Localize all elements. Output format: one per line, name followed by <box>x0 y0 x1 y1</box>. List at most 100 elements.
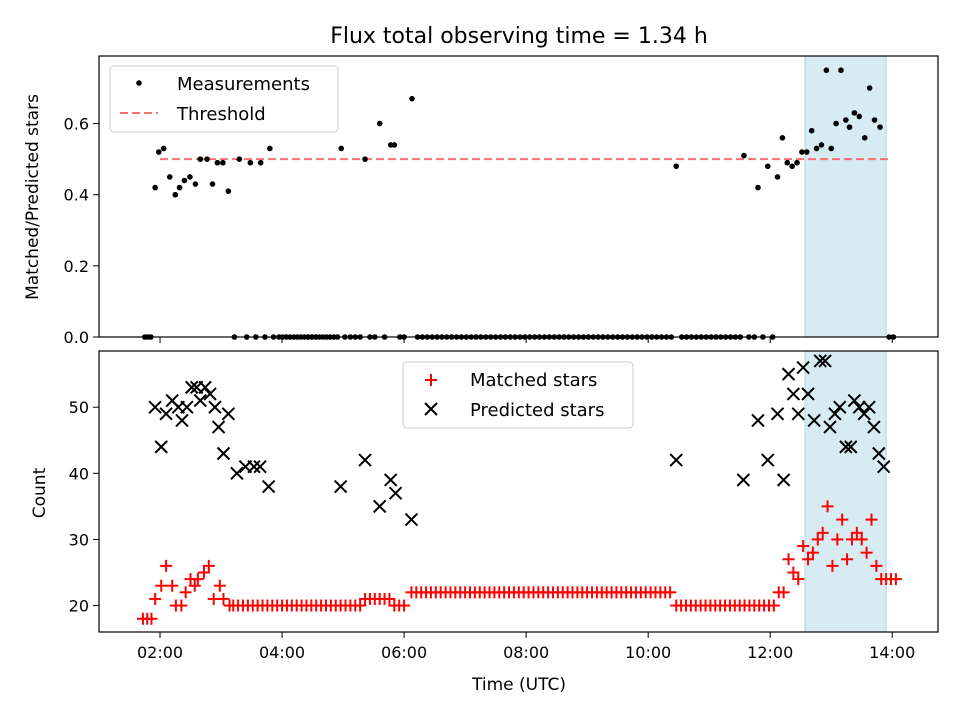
measurement-point <box>160 145 167 152</box>
predicted-point <box>813 354 827 368</box>
predicted-point <box>148 400 162 414</box>
measurement-point <box>774 174 781 180</box>
matched-point <box>811 533 824 546</box>
measurement-point <box>673 163 680 170</box>
measurement-point <box>851 110 858 116</box>
matched-point <box>398 599 411 612</box>
predicted-point <box>253 459 267 474</box>
predicted-point <box>796 360 810 375</box>
measurement-point <box>181 177 188 184</box>
measurement-point <box>838 67 844 74</box>
matched-point <box>816 526 829 539</box>
matched-point <box>179 586 192 599</box>
predicted-point <box>333 479 348 494</box>
matched-point <box>188 579 201 592</box>
x-axis-label: Time (UTC) <box>471 675 566 695</box>
predicted-point <box>185 380 199 395</box>
measurement-point <box>799 149 805 155</box>
predicted-point <box>372 499 387 514</box>
measurement-point <box>818 142 825 148</box>
matched-point <box>860 546 873 559</box>
top-y-axis-label: Matched/Predicted stars <box>23 94 43 300</box>
measurement-point <box>187 174 193 180</box>
legend-measurement-marker <box>136 80 142 86</box>
matched-point <box>850 526 863 539</box>
measurement-point <box>192 181 199 187</box>
x-tick-label: 06:00 <box>381 643 427 662</box>
predicted-point <box>828 407 842 421</box>
matched-point <box>160 559 173 572</box>
measurement-point <box>172 191 179 198</box>
predicted-point <box>383 473 398 487</box>
measurement-point <box>247 159 254 166</box>
measurement-point <box>794 159 800 166</box>
matched-point <box>202 559 215 572</box>
predicted-point <box>736 473 751 487</box>
matched-point <box>175 599 188 612</box>
y-tick-label: 0.6 <box>64 115 89 134</box>
predicted-point <box>867 420 881 434</box>
predicted-point <box>876 459 891 474</box>
predicted-point <box>261 479 276 494</box>
count-panel: 02:00 04:00 06:00 08:00 10:00 12:00 14:00 20 30 4… <box>69 350 939 662</box>
predicted-point <box>781 367 796 381</box>
predicted-point <box>844 440 858 454</box>
predicted-point <box>358 453 372 467</box>
highlight-span <box>804 350 887 633</box>
predicted-point <box>770 407 785 421</box>
matched-point <box>782 553 795 566</box>
measurement-point <box>823 67 830 74</box>
predicted-point <box>193 393 207 408</box>
predicted-point <box>872 446 886 461</box>
measurement-point <box>236 156 243 162</box>
predicted-point <box>847 393 862 408</box>
y-tick-label: 30 <box>69 530 89 549</box>
y-tick-label: 0.4 <box>64 186 89 205</box>
measurement-point <box>267 145 273 152</box>
x-tick-label: 04:00 <box>259 643 305 662</box>
predicted-point <box>247 459 261 474</box>
x-tick-label: 14:00 <box>869 643 915 662</box>
predicted-point <box>208 400 222 414</box>
bottom-legend: Matched stars Predicted stars <box>402 361 634 429</box>
predicted-point <box>154 440 168 454</box>
x-tick-label: 08:00 <box>503 643 549 662</box>
legend-measurements-label: Measurements <box>177 74 310 95</box>
measurement-point <box>204 156 210 162</box>
legend-predicted-marker <box>424 402 438 416</box>
measurement-point <box>166 174 173 180</box>
matched-point <box>664 586 677 599</box>
ratio-panel: 0.0 0.2 0.4 0.6 <box>64 55 939 347</box>
measurement-point <box>152 184 158 191</box>
measurement-point <box>338 145 345 152</box>
predicted-point <box>198 380 212 395</box>
matched-point <box>145 612 158 625</box>
top-axes-frame <box>98 55 939 338</box>
x-tick-label: 02:00 <box>137 643 183 662</box>
measurement-point <box>155 149 162 155</box>
matched-point <box>787 566 800 579</box>
matched-point <box>217 592 230 605</box>
legend-matched-label: Matched stars <box>470 370 597 391</box>
predicted-point <box>791 407 805 421</box>
matched-point <box>889 573 902 586</box>
matched-point <box>797 540 810 553</box>
matched-point <box>792 573 805 586</box>
matched-point <box>806 546 819 559</box>
predicted-point <box>807 413 821 428</box>
predicted-point <box>230 466 244 481</box>
matched-point <box>826 559 839 572</box>
legend-predicted-label: Predicted stars <box>470 400 604 421</box>
measurement-point <box>362 156 368 162</box>
matched-point <box>802 553 815 566</box>
measurement-point <box>871 117 878 123</box>
x-tick-label: 12:00 <box>747 643 793 662</box>
matched-point <box>213 579 226 592</box>
predicted-point <box>669 453 683 467</box>
predicted-point <box>818 354 832 368</box>
measurement-point <box>209 181 216 187</box>
top-legend: Measurements Threshold <box>109 65 339 133</box>
matched-point <box>149 592 162 605</box>
predicted-point <box>833 400 847 414</box>
